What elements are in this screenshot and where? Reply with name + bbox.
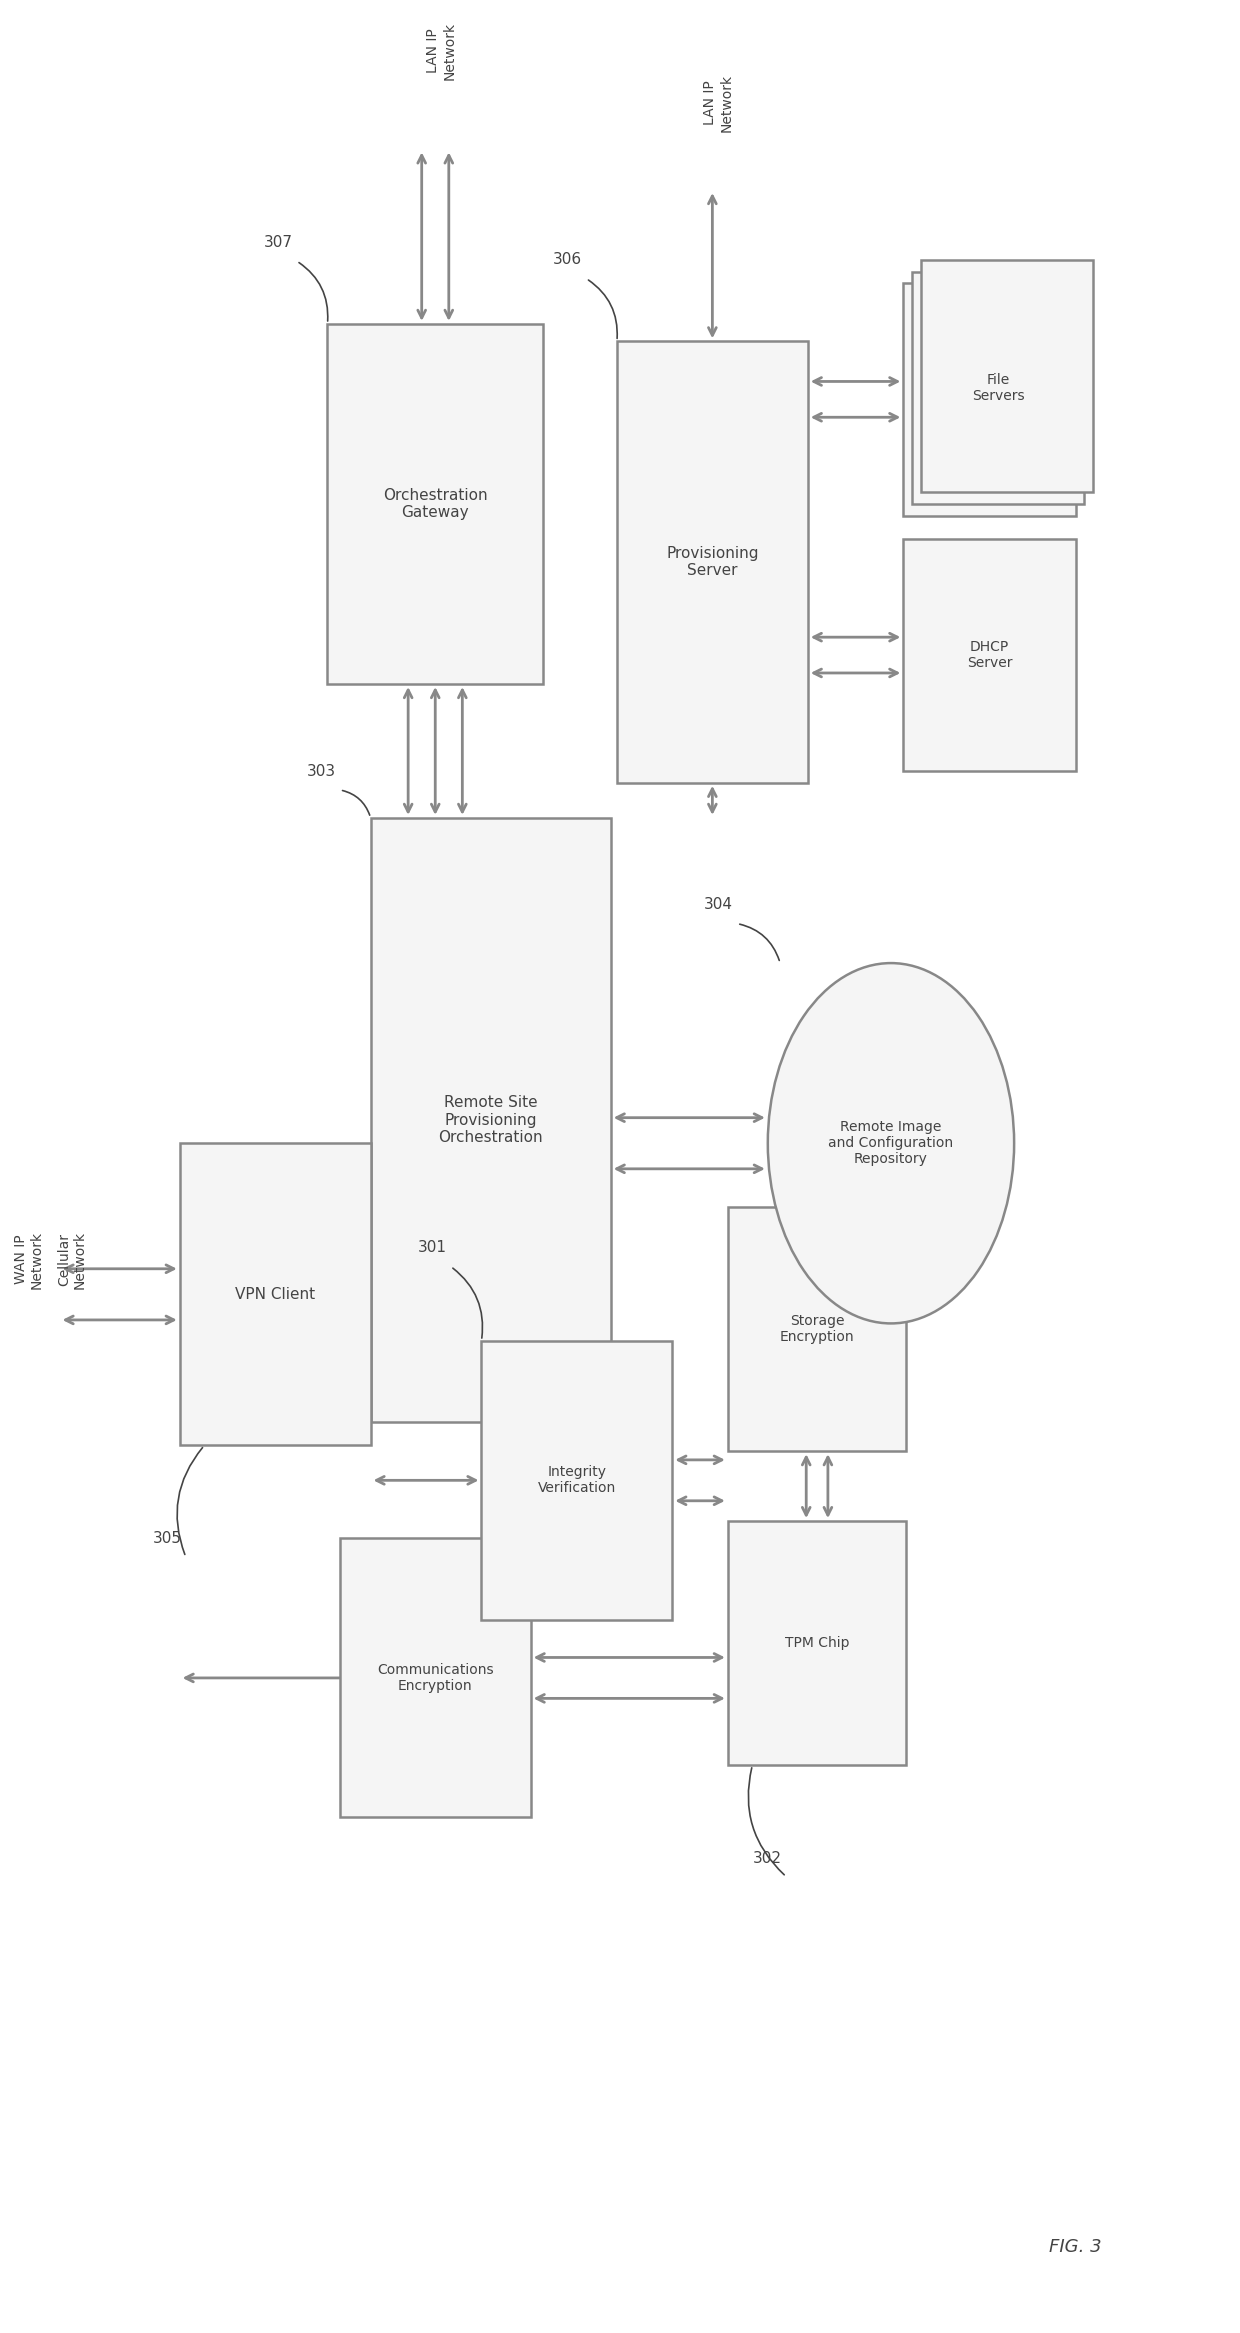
Ellipse shape [768,964,1014,1323]
Bar [903,539,1076,772]
Text: 306: 306 [553,252,583,268]
Text: Communications
Encryption: Communications Encryption [377,1663,494,1694]
Bar [728,1206,906,1451]
Text: 301: 301 [418,1241,446,1255]
Text: VPN Client: VPN Client [236,1288,315,1302]
Bar [481,1341,672,1619]
Text: DHCP
Server: DHCP Server [967,639,1012,670]
Text: FIG. 3: FIG. 3 [1049,2237,1102,2256]
Text: LAN IP
Network: LAN IP Network [427,21,456,79]
Bar [340,1537,531,1817]
Text: Cellular
Network: Cellular Network [57,1229,87,1288]
Text: TPM Chip: TPM Chip [785,1635,849,1649]
Text: Integrity
Verification: Integrity Verification [538,1465,616,1495]
Bar [903,282,1076,516]
Bar [618,341,807,784]
Text: 302: 302 [753,1850,782,1866]
Bar [728,1521,906,1766]
Text: File
Servers: File Servers [972,373,1024,404]
Text: Storage
Encryption: Storage Encryption [780,1313,854,1344]
Text: Provisioning
Server: Provisioning Server [666,546,759,579]
Text: 303: 303 [306,763,336,779]
Text: Remote Image
and Configuration
Repository: Remote Image and Configuration Repositor… [828,1120,954,1166]
Bar [920,259,1092,492]
Bar [911,271,1084,504]
Bar [180,1143,371,1446]
Text: Orchestration
Gateway: Orchestration Gateway [383,488,487,520]
Bar [371,819,611,1423]
Text: 307: 307 [264,236,293,250]
Text: WAN IP
Network: WAN IP Network [14,1229,43,1288]
Text: 305: 305 [153,1530,182,1547]
Text: Remote Site
Provisioning
Orchestration: Remote Site Provisioning Orchestration [439,1094,543,1146]
Text: LAN IP
Network: LAN IP Network [703,75,734,133]
Text: 304: 304 [704,898,733,912]
Bar [327,324,543,684]
